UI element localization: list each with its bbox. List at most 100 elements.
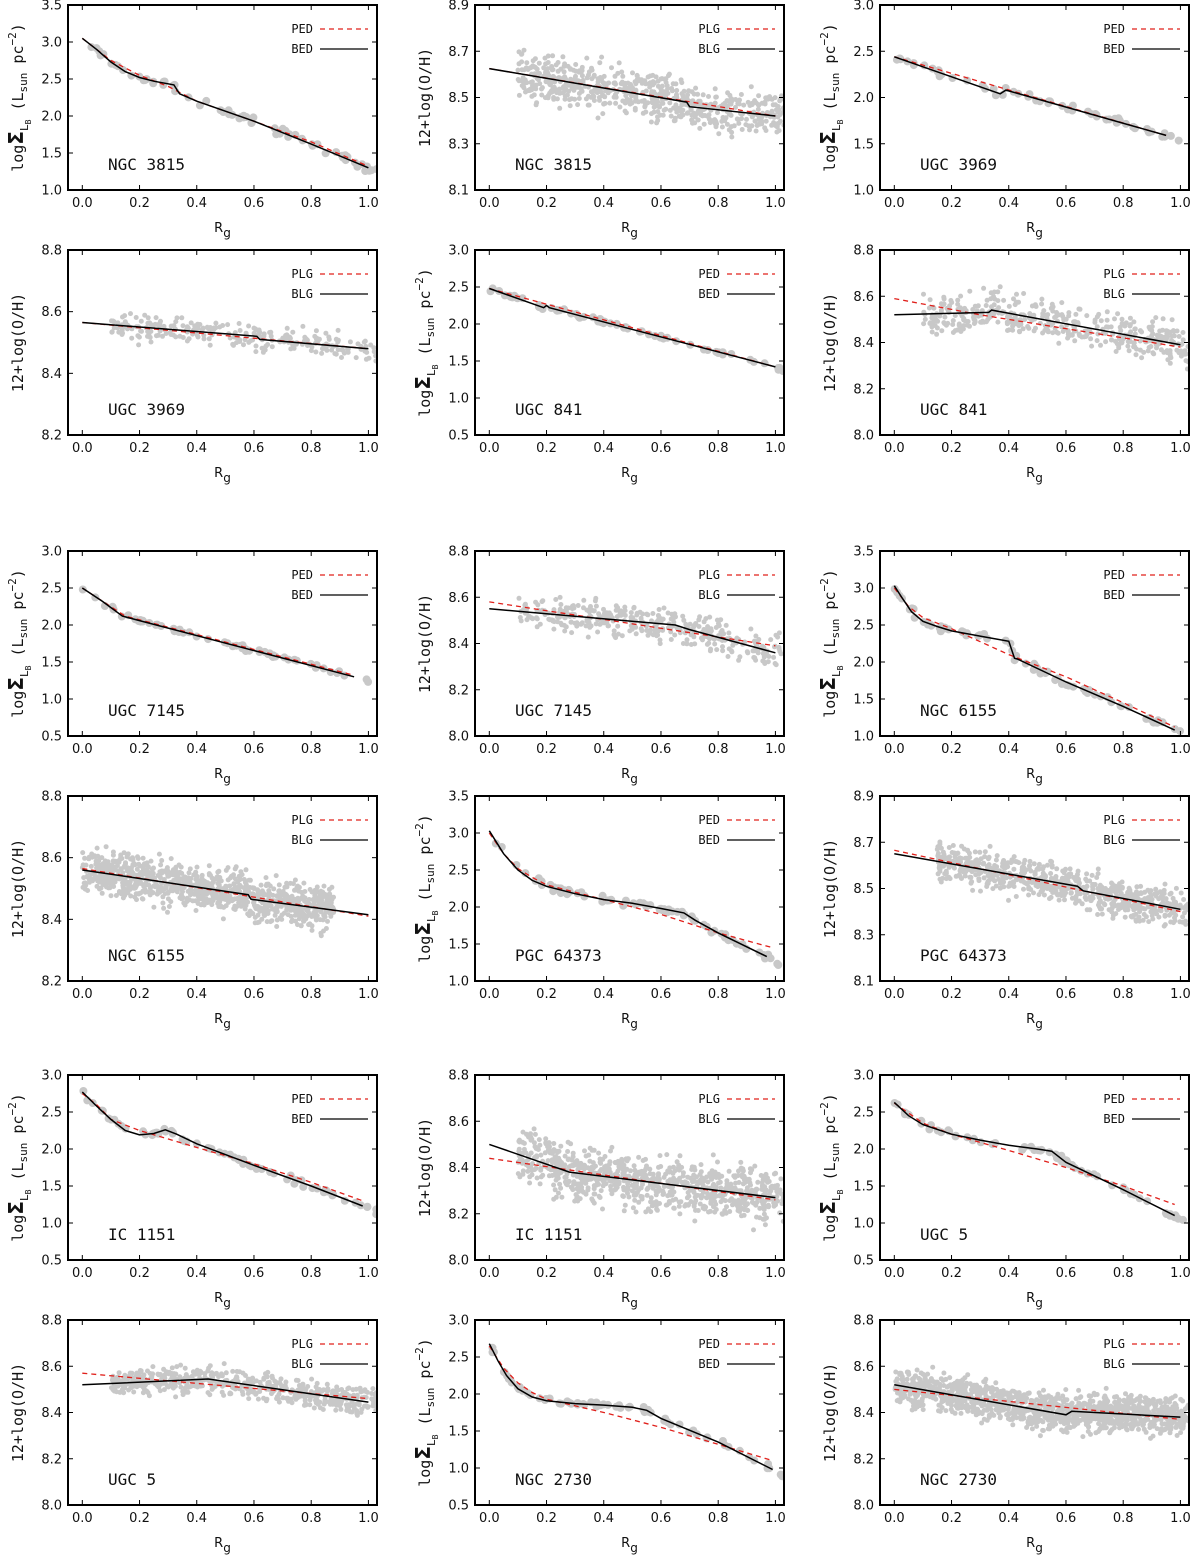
data-point: [180, 335, 186, 340]
data-point: [1052, 315, 1058, 320]
data-point: [642, 104, 648, 110]
data-point: [584, 55, 590, 61]
data-point: [775, 634, 781, 640]
data-point: [633, 1209, 639, 1215]
data-point: [935, 853, 941, 859]
data-point: [575, 102, 581, 108]
data-point: [623, 85, 629, 91]
data-point: [122, 313, 128, 319]
data-point: [669, 86, 675, 91]
data-point: [720, 102, 726, 108]
data-point: [156, 851, 162, 857]
data-point: [927, 297, 933, 303]
data-point: [1138, 883, 1144, 889]
data-point: [120, 885, 126, 890]
data-point: [670, 1170, 676, 1176]
data-point: [585, 93, 591, 99]
data-point: [714, 121, 720, 127]
data-point: [643, 623, 649, 629]
data-point: [195, 901, 201, 906]
data-point: [567, 103, 573, 109]
x-axis-label: Rg: [214, 1291, 231, 1310]
data-point: [1171, 920, 1176, 926]
series-line-ped: [81, 587, 355, 676]
data-point: [1049, 864, 1055, 870]
y-tick-label: 8.7: [448, 45, 469, 60]
y-axis-label: 12+log(O/H): [9, 839, 27, 938]
data-point: [353, 355, 359, 361]
data-point: [655, 109, 661, 115]
data-point: [265, 911, 271, 916]
data-point: [557, 105, 563, 111]
data-point: [970, 887, 976, 893]
data-point: [284, 325, 290, 331]
data-point: [549, 88, 555, 94]
data-point: [583, 623, 589, 629]
series-line-ped: [488, 832, 773, 949]
data-point: [1026, 884, 1032, 890]
data-point: [517, 615, 523, 620]
y-tick-label: 3.5: [448, 790, 469, 805]
y-tick-label: 8.9: [853, 790, 874, 805]
y-tick-label: 2.5: [853, 45, 874, 60]
data-point: [1137, 338, 1143, 344]
data-point: [753, 128, 759, 134]
data-point: [601, 73, 607, 79]
data-point: [243, 330, 249, 336]
data-point: [680, 112, 686, 118]
x-tick-label: 0.4: [186, 441, 207, 456]
data-point: [778, 367, 784, 375]
data-point: [755, 106, 761, 112]
data-point: [731, 123, 737, 129]
data-point: [1056, 897, 1062, 903]
x-axis-label: Rg: [1026, 767, 1043, 786]
data-point: [667, 100, 673, 106]
y-tick-label: 8.4: [41, 367, 62, 382]
data-point: [648, 119, 654, 125]
data-point: [1077, 306, 1083, 312]
data-point: [534, 1175, 540, 1181]
panel-oh-ngc-6155: 0.0 0.2 0.4 0.6 0.8 1.08.28.48.68.8Rg12+log(O…: [9, 790, 379, 1032]
plot-area: [894, 839, 1189, 929]
data-point: [635, 78, 641, 84]
data-point: [764, 95, 770, 101]
data-point: [656, 607, 662, 612]
data-point: [1006, 303, 1012, 309]
data-point: [153, 315, 159, 321]
data-point: [568, 76, 574, 82]
data-point: [1180, 330, 1186, 335]
data-point: [323, 926, 329, 931]
data-point: [1150, 350, 1156, 356]
data-point: [129, 335, 135, 341]
data-point: [950, 330, 956, 335]
y-tick-label: 2.5: [41, 1106, 62, 1121]
data-point: [529, 1172, 535, 1178]
x-tick-label: 0.2: [941, 441, 962, 456]
x-tick-label: 0.2: [536, 987, 557, 1002]
data-point: [600, 111, 606, 117]
data-point: [347, 339, 353, 345]
data-point: [756, 93, 762, 99]
data-point: [1131, 319, 1137, 325]
y-tick-label: 1.5: [448, 938, 469, 953]
x-tick-label: 0.8: [708, 196, 729, 211]
data-point: [289, 919, 294, 925]
data-point: [619, 633, 625, 639]
data-point: [111, 319, 117, 325]
data-point: [1059, 312, 1065, 318]
data-point: [761, 659, 767, 665]
data-point: [633, 94, 639, 100]
data-point: [993, 857, 999, 863]
data-point: [515, 67, 521, 73]
data-point: [1020, 326, 1026, 332]
data-point: [1164, 350, 1170, 356]
data-point: [117, 1122, 126, 1130]
data-point: [1012, 302, 1018, 308]
data-point: [668, 629, 674, 635]
data-point: [978, 888, 983, 894]
data-point: [1021, 871, 1026, 877]
legend-label: PLG: [698, 22, 720, 36]
data-point: [1088, 336, 1094, 342]
data-point: [1073, 900, 1078, 906]
data-point: [563, 76, 569, 82]
